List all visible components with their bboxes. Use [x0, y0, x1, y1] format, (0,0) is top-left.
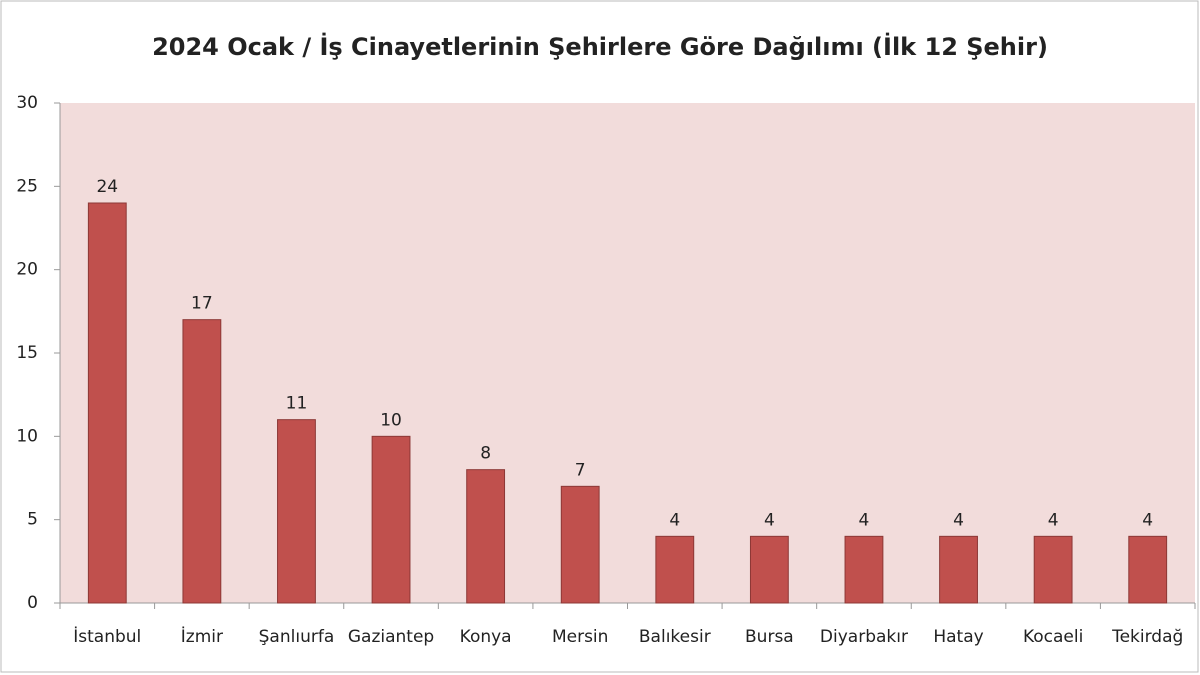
- y-tick-label: 15: [16, 343, 38, 363]
- x-tick-label: Şanlıurfa: [259, 627, 335, 647]
- plot-area: [60, 103, 1195, 603]
- y-tick-label: 30: [16, 93, 38, 113]
- x-tick-label: Balıkesir: [639, 627, 711, 647]
- y-tick-label: 5: [27, 510, 38, 530]
- bar: [277, 419, 316, 604]
- x-tick-label: Tekirdağ: [1111, 627, 1183, 647]
- data-label: 11: [286, 394, 308, 414]
- data-label: 8: [480, 444, 491, 464]
- x-tick-label: İstanbul: [73, 626, 141, 647]
- chart-title: 2024 Ocak / İş Cinayetlerinin Şehirlere …: [152, 32, 1048, 61]
- data-label: 4: [764, 510, 775, 530]
- data-label: 17: [191, 294, 213, 314]
- x-tick-label: Hatay: [933, 627, 983, 647]
- x-tick-label: Kocaeli: [1023, 627, 1083, 647]
- bar: [1128, 535, 1168, 604]
- x-tick-label: Konya: [460, 627, 512, 647]
- x-tick-label: Diyarbakır: [820, 627, 908, 647]
- data-label: 7: [575, 460, 586, 480]
- x-tick-label: Bursa: [745, 627, 794, 647]
- data-label: 24: [96, 177, 118, 197]
- bar: [749, 535, 789, 604]
- x-tick-label: Mersin: [552, 627, 608, 647]
- data-label: 4: [1048, 510, 1059, 530]
- bar: [1033, 535, 1073, 604]
- bar: [371, 435, 411, 604]
- y-tick-label: 10: [16, 426, 38, 446]
- x-tick-label: İzmir: [181, 626, 223, 647]
- data-label: 4: [669, 510, 680, 530]
- y-tick-label: 20: [16, 260, 38, 280]
- y-tick-label: 0: [27, 593, 38, 613]
- bar: [655, 535, 695, 604]
- bar: [182, 319, 222, 604]
- bar: [844, 535, 884, 604]
- bar: [87, 202, 127, 604]
- bar: [466, 469, 506, 604]
- data-label: 10: [380, 410, 402, 430]
- data-label: 4: [953, 510, 964, 530]
- x-tick-label: Gaziantep: [348, 627, 434, 647]
- data-label: 4: [859, 510, 870, 530]
- bar: [939, 535, 978, 604]
- bar: [560, 485, 600, 604]
- y-tick-label: 25: [16, 176, 38, 196]
- data-label: 4: [1142, 510, 1153, 530]
